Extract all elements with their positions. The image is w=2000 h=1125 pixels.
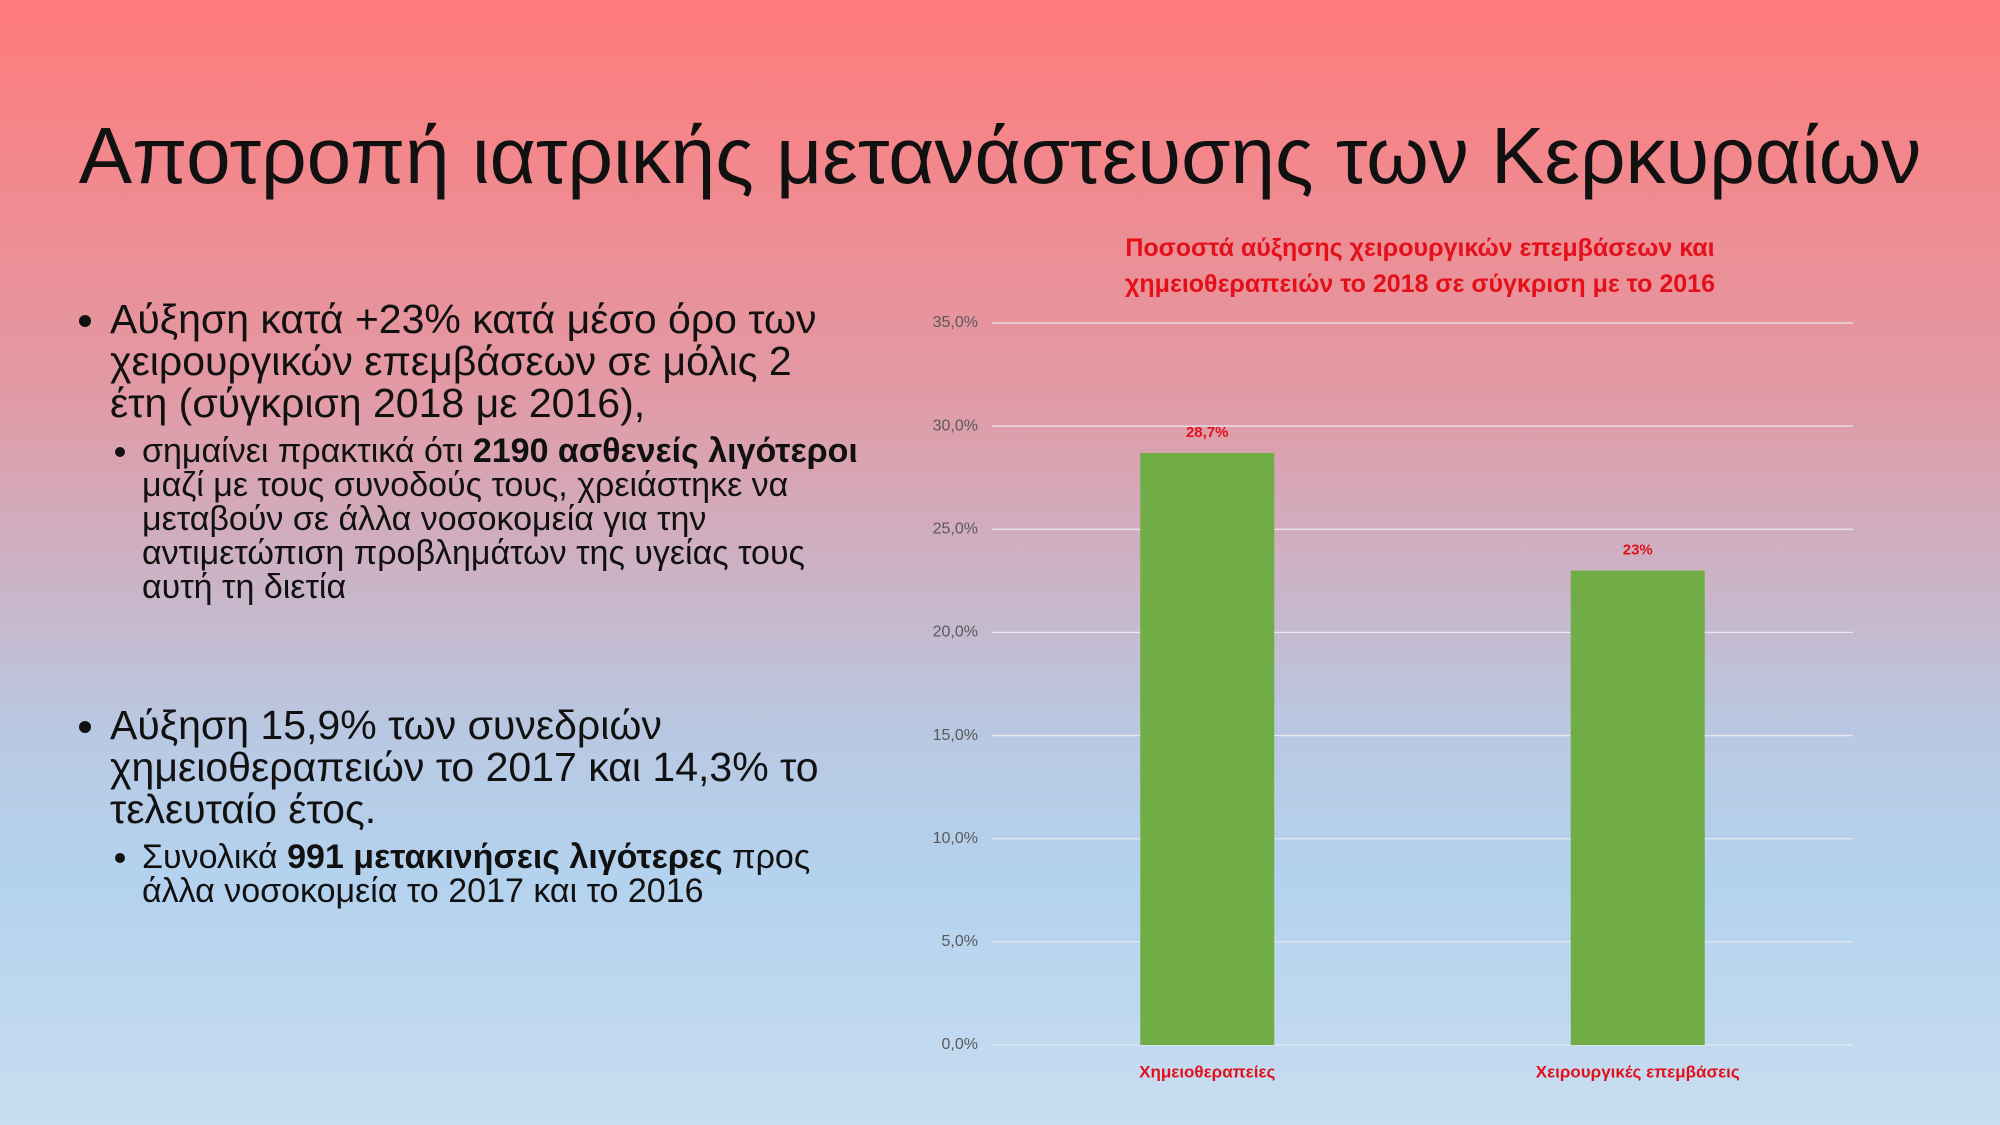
bullet-item: Αύξηση 15,9% των συνεδριών χημειοθεραπει…	[110, 704, 860, 830]
value-label: 28,7%	[1186, 424, 1229, 441]
text-run: μαζί με τους συνοδούς τους, χρειάστηκε ν…	[142, 466, 805, 606]
y-tick-label: 35,0%	[933, 314, 978, 331]
y-tick-label: 15,0%	[933, 727, 978, 744]
text-run: 991 μετακινήσεις λιγότερες	[287, 838, 723, 876]
sub-bullet: Συνολικά 991 μετακινήσεις λιγότερες προς…	[142, 840, 860, 908]
bullet: Αύξηση κατά +23% κατά μέσο όρο των χειρο…	[110, 298, 860, 424]
text-run: Αύξηση κατά +23% κατά μέσο όρο των χειρο…	[110, 296, 817, 426]
bullet-list: Αύξηση κατά +23% κατά μέσο όρο των χειρο…	[70, 298, 860, 908]
y-tick-label: 30,0%	[933, 417, 978, 434]
y-tick-label: 10,0%	[933, 830, 978, 847]
y-tick-label: 25,0%	[933, 521, 978, 538]
y-tick-label: 0,0%	[942, 1036, 978, 1053]
slide-title: Αποτροπή ιατρικής μετανάστευσης των Κερκ…	[78, 111, 1922, 200]
sub-bullet: σημαίνει πρακτικά ότι 2190 ασθενείς λιγό…	[142, 434, 860, 604]
y-tick-label: 20,0%	[933, 624, 978, 641]
sub-bullet-item: Συνολικά 991 μετακινήσεις λιγότερες προς…	[142, 840, 860, 908]
sub-bullet-item: σημαίνει πρακτικά ότι 2190 ασθενείς λιγό…	[142, 434, 860, 604]
bar	[1570, 570, 1705, 1045]
text-run: σημαίνει πρακτικά ότι	[142, 432, 473, 470]
y-tick-label: 5,0%	[942, 933, 978, 950]
bullet-item: Αύξηση κατά +23% κατά μέσο όρο των χειρο…	[110, 298, 860, 424]
x-tick-label: Χημειοθεραπείες	[1139, 1062, 1275, 1081]
chart-title: Ποσοστά αύξησης χειρουργικών επεμβάσεων …	[1125, 234, 1715, 298]
text-run: Συνολικά	[142, 838, 288, 876]
bar	[1140, 452, 1275, 1046]
text-run: Αύξηση 15,9% των συνεδριών χημειοθεραπει…	[110, 702, 819, 832]
text-run: προς άλλα νοσοκομεία το 2017 και το 2016	[142, 838, 811, 910]
value-label: 23%	[1623, 542, 1653, 559]
text-run: 2190 ασθενείς λιγότεροι	[472, 432, 858, 470]
bullet: Αύξηση 15,9% των συνεδριών χημειοθεραπει…	[110, 704, 860, 830]
x-tick-label: Χειρουργικές επεμβάσεις	[1536, 1062, 1740, 1081]
